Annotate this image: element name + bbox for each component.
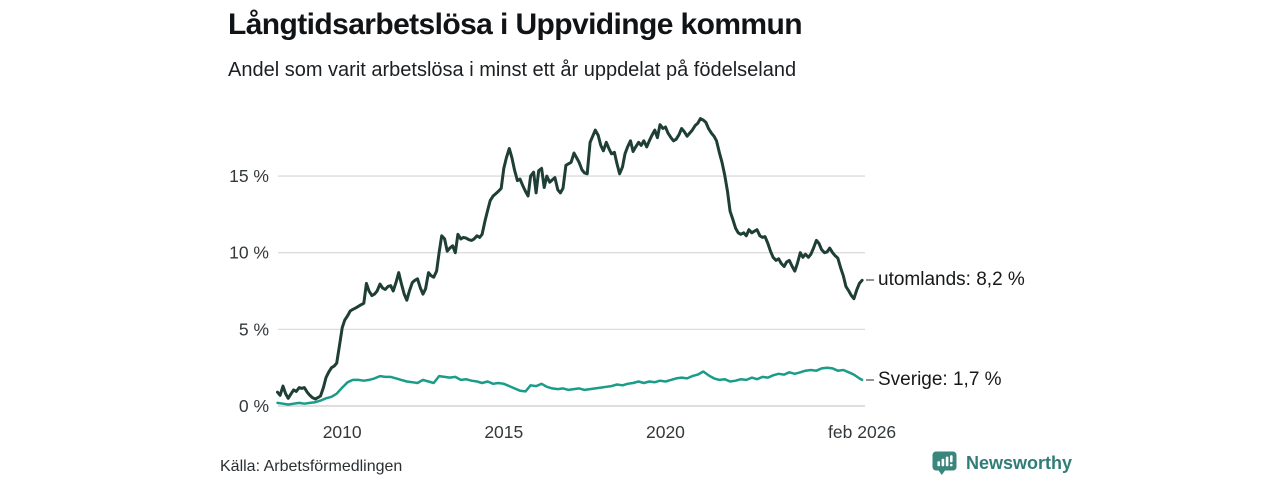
x-tick-label-2015: 2015 (484, 422, 523, 442)
y-tick-label-15: 15 % (229, 166, 269, 186)
page-title: Långtidsarbetslösa i Uppvidinge kommun (228, 8, 803, 41)
newsworthy-logo-icon (932, 451, 957, 475)
x-tick-label-2020: 2020 (646, 422, 685, 442)
y-tick-label-5: 5 % (239, 319, 269, 339)
newsworthy-logo[interactable]: Newsworthy (931, 450, 1072, 477)
series-line-utomlands (276, 117, 864, 401)
leader-dash-icon (866, 378, 874, 381)
source-note: Källa: Arbetsförmedlingen (220, 458, 403, 475)
leader-dash-icon (866, 279, 874, 282)
y-tick-label-10: 10 % (229, 243, 269, 263)
series-line-sverige (276, 366, 864, 406)
series-label-sverige-text: Sverige: 1,7 % (878, 368, 1002, 390)
series-label-sverige: Sverige: 1,7 % (866, 367, 1002, 393)
newsworthy-logo-text: Newsworthy (966, 453, 1073, 473)
series-label-utomlands: utomlands: 8,2 % (866, 267, 1025, 293)
x-tick-label-2010: 2010 (323, 422, 362, 442)
y-tick-label-0: 0 % (239, 396, 269, 416)
chart-subtitle: Andel som varit arbetslösa i minst ett å… (228, 59, 797, 81)
series-label-utomlands-text: utomlands: 8,2 % (878, 269, 1025, 291)
x-tick-label-feb-2026: feb 2026 (828, 422, 896, 442)
